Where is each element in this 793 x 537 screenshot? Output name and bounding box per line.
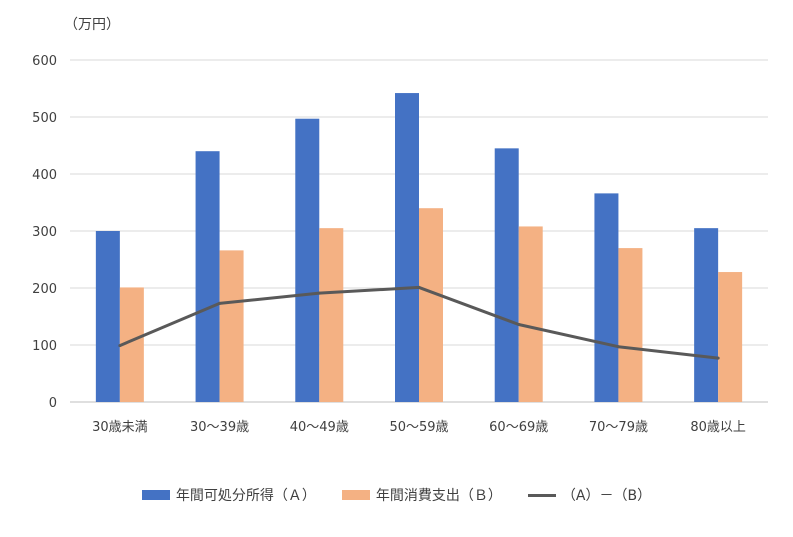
y-tick-label: 100 [32, 339, 57, 354]
x-tick-label: 70～79歳 [589, 420, 648, 435]
legend-item-difference: （A）－（B） [527, 485, 652, 505]
x-tick-label: 30～39歳 [190, 420, 249, 435]
line-point-difference [517, 322, 521, 326]
legend: 年間可処分所得（Ａ） 年間消費支出（Ｂ） （A）－（B） [0, 482, 793, 508]
bar-income [494, 148, 519, 402]
bar-expenditure [219, 250, 244, 402]
x-tick-labels: 30歳未満 30～39歳 40～49歳 50～59歳 60～69歳 70～79歳 80歳以上 [92, 420, 746, 435]
line-point-difference [118, 344, 122, 348]
line-point-difference [616, 345, 620, 349]
x-tick-label: 80歳以上 [690, 420, 746, 435]
bar-expenditure [419, 208, 443, 402]
bar-expenditure [319, 228, 344, 402]
legend-label-income: 年間可処分所得（Ａ） [175, 488, 316, 504]
x-tick-label: 50～59歳 [389, 420, 448, 435]
legend-label-expenditure: 年間消費支出（Ｂ） [375, 488, 502, 504]
bar-expenditure [718, 272, 743, 402]
bar-income [195, 151, 220, 402]
bar-income [594, 193, 619, 402]
bar-expenditure [618, 248, 643, 402]
line-point-difference [716, 356, 720, 360]
bar-income [694, 228, 719, 402]
y-tick-label: 400 [32, 168, 57, 183]
bar-income [295, 118, 320, 403]
bar-income [395, 93, 419, 402]
y-tick-label: 300 [32, 225, 57, 240]
y-axis-unit-label: （万円） [64, 17, 120, 33]
line-point-difference [417, 285, 421, 289]
legend-item-income: 年間可処分所得（Ａ） [141, 485, 316, 505]
legend-swatch-difference [527, 493, 556, 497]
legend-label-difference: （A）－（B） [561, 488, 652, 504]
y-tick-label: 200 [32, 282, 57, 297]
y-tick-label: 600 [32, 54, 57, 69]
legend-swatch-expenditure [341, 490, 370, 500]
bar-income [95, 231, 120, 402]
line-point-difference [218, 301, 222, 305]
y-tick-label: 0 [49, 396, 57, 411]
y-tick-labels: 0 100 200 300 400 500 600 [32, 54, 57, 411]
x-tick-label: 30歳未満 [92, 420, 148, 435]
legend-swatch-income [141, 490, 170, 500]
difference-line [118, 285, 720, 360]
x-tick-label: 40～49歳 [290, 420, 349, 435]
x-tick-label: 60～69歳 [489, 420, 548, 435]
y-tick-label: 500 [32, 111, 57, 126]
legend-item-expenditure: 年間消費支出（Ｂ） [341, 485, 502, 505]
bar-expenditure [518, 226, 543, 402]
line-point-difference [317, 291, 321, 295]
bars [95, 93, 743, 403]
